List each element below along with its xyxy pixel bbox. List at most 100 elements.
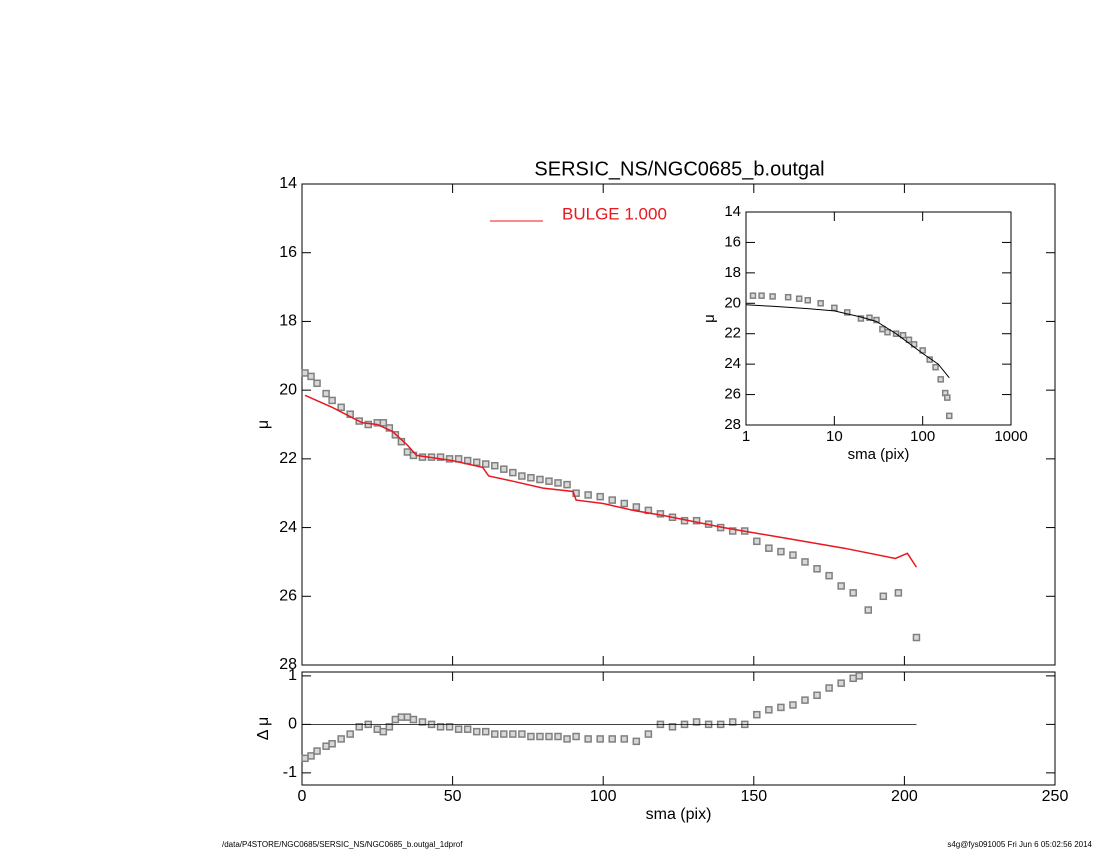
data-point [849,589,857,597]
data-point [355,723,363,731]
data-point [536,475,544,484]
footer-stamp: s4g@fys091005 Fri Jun 6 05:02:56 2014 [947,840,1092,849]
data-point [397,713,406,721]
y-tick-label: 28 [724,416,741,433]
y-tick-label: 16 [279,244,297,261]
data-point [518,472,526,480]
data-point [932,363,939,371]
x-axis-label: sma (pix) [848,446,910,463]
data-point [436,723,445,731]
data-point [608,496,616,504]
y-tick-label: 14 [279,175,297,192]
legend-label: BULGE 1.000 [562,204,667,223]
data-point [328,740,336,748]
data-point [784,293,792,301]
data-point [545,732,553,741]
x-tick-label: 100 [590,788,617,805]
x-tick-label: 250 [1042,788,1069,805]
chart-title: SERSIC_NS/NGC0685_b.outgal [534,158,824,180]
data-point [795,295,803,302]
data-point [777,547,785,556]
data-point [391,715,400,724]
data-point [596,735,604,743]
data-point [418,718,427,726]
data-point [346,730,354,738]
data-point [879,325,886,333]
data-point [873,316,880,324]
data-point [758,292,765,299]
x-tick-label: 50 [444,788,462,805]
data-point [307,752,315,760]
x-tick-label: 1000 [994,428,1027,445]
data-point [620,499,629,508]
data-point [884,328,891,336]
data-point [554,732,562,741]
data-point [789,701,797,709]
data-point [753,537,761,546]
data-point [337,403,345,412]
data-point [379,727,388,736]
data-point [403,448,412,456]
data-point [937,376,944,383]
data-point [563,735,571,743]
data-point [912,633,921,642]
x-tick-label: 1 [742,428,750,445]
y-tick-label: 18 [279,313,297,330]
data-point [825,684,833,692]
data-point [313,379,321,388]
y-tick-label: 20 [279,381,297,398]
y-tick-label: 22 [279,450,297,467]
data-point [584,735,592,743]
y-tick-label: 14 [724,203,741,220]
data-point [804,296,811,304]
data-point [518,730,526,738]
data-point [644,730,653,738]
data-point [454,725,463,733]
data-point [728,527,737,535]
x-tick-label: 0 [298,788,307,805]
x-tick-label: 10 [826,428,843,445]
data-point [554,479,562,487]
data-point [801,558,809,566]
data-point [584,491,592,499]
data-point [379,419,388,427]
data-point [608,735,616,743]
y-tick-label: -1 [283,764,297,781]
x-tick-label: 200 [891,788,918,805]
data-point [765,544,773,552]
y-tick-label: 16 [724,233,741,250]
data-point [777,703,785,712]
model-line [745,304,950,379]
data-point [572,732,580,741]
data-point [905,336,913,344]
data-point [596,492,604,501]
data-point [328,396,336,405]
data-point [749,292,757,299]
data-point [500,730,508,738]
data-point [769,293,776,300]
data-point [563,480,571,489]
data-point [857,315,865,322]
data-point [545,477,553,485]
y-tick-label: 18 [724,264,741,281]
data-point [527,732,535,741]
x-axis-label: sma (pix) [646,806,712,823]
data-point [801,696,809,704]
data-point [337,735,345,743]
plot-frame [301,183,1056,666]
data-point [536,732,544,741]
data-point [463,456,472,465]
y-tick-label: 26 [724,386,741,403]
data-point [946,412,953,420]
data-point [364,420,373,429]
data-point [445,455,454,463]
data-point [813,691,821,700]
data-point [692,718,701,726]
data-point [843,309,851,316]
data-point [894,589,903,597]
data-point [509,730,517,738]
data-point [837,679,845,687]
data-point [837,582,845,590]
data-point [472,458,481,467]
